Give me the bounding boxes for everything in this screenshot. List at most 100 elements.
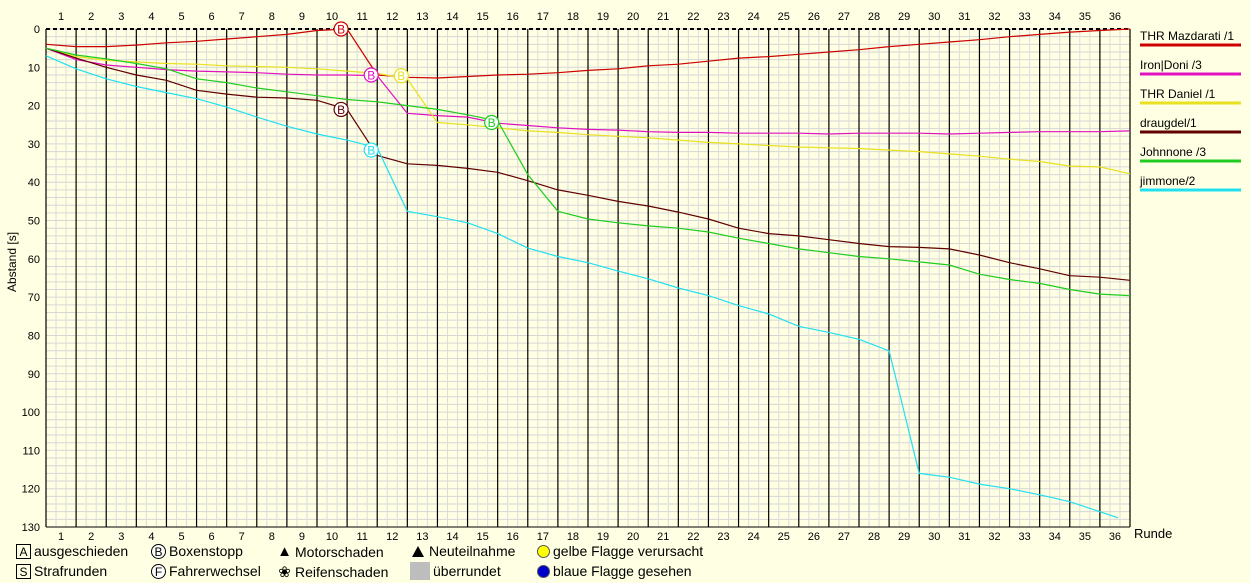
x-tick-label-bottom: 1 [58,531,64,540]
pit-stop-markers: B B B B B B [333,21,500,158]
pit-stop-label: B [367,144,375,158]
x-tick-label-bottom: 31 [958,531,970,540]
x-tick-label-top: 20 [627,11,639,23]
legend-fahrerwechsel: F Fahrerwechsel [151,563,261,579]
x-tick-label-top: 7 [239,11,245,23]
legend-gelbe-flagge: gelbe Flagge verursacht [537,543,703,559]
x-axis-bottom-labels: 1 2 3 4 5 6 7 8 9 10 11 12 13 14 15 16 17 18 19 20 21 22 23 24 2… [58,531,1121,540]
x-tick-label-bottom: 19 [597,531,609,540]
series-line [45,47,1131,297]
series-legend-label: Johnnone /3 [1140,145,1206,159]
x-axis-top-labels: 1 2 3 4 5 6 7 8 9 10 11 12 13 14 15 16 17 18 19 20 21 22 23 24 2… [58,11,1121,23]
series-legend-label: THR Mazdarati /1 [1140,29,1234,43]
x-tick-label-top: 4 [148,11,154,23]
symbol-legend: A ausgeschieden S Strafrunden B Boxensto… [0,540,740,583]
pit-stop-label: B [367,68,375,82]
x-tick-label-top: 12 [386,11,398,23]
x-tick-label-top: 22 [687,11,699,23]
x-tick-label-bottom: 16 [507,531,519,540]
legend-ueberrundet-label: überrundet [433,563,501,579]
legend-strafrunden: S Strafrunden [16,563,107,579]
pit-stop-marker [363,67,379,83]
x-tick-label-top: 14 [446,11,458,23]
yellow-flag-icon [537,544,550,558]
x-tick-label-bottom: 10 [326,531,338,540]
legend-neuteilnahme: Neuteilnahme [410,543,515,559]
x-tick-label-top: 25 [778,11,790,23]
series-legend: THR Mazdarati /1 Iron|Doni /3 THR Daniel /… [1139,29,1241,192]
x-tick-label-bottom: 13 [416,531,428,540]
x-tick-label-top: 6 [209,11,215,23]
legend-boxenstopp: B Boxenstopp [151,543,243,559]
x-tick-label-top: 24 [747,11,759,23]
pit-stop-label: B [488,116,496,130]
y-tick-label: 120 [22,484,40,496]
race-gap-chart: 1 2 3 4 5 6 7 8 9 10 11 12 13 14 15 16 17 18 19 20 21 22 23 24 2… [5,11,1241,540]
x-tick-label-bottom: 12 [386,531,398,540]
pit-stop-marker [333,21,349,37]
x-tick-label-bottom: 36 [1109,531,1121,540]
pit-stop-label: B [337,23,345,37]
legend-neuteilnahme-label: Neuteilnahme [429,543,516,559]
x-tick-label-top: 23 [717,11,729,23]
y-axis-labels: 0 10 20 30 40 50 60 70 80 90 100 110 120 130 [22,24,40,534]
x-tick-label-top: 35 [1079,11,1091,23]
x-tick-label-bottom: 8 [269,531,275,540]
legend-motorschaden-label: Motorschaden [295,543,384,560]
x-tick-label-top: 36 [1109,11,1121,23]
x-tick-label-top: 2 [88,11,94,23]
x-tick-label-top: 19 [597,11,609,23]
x-tick-label-top: 18 [567,11,579,23]
x-tick-label-bottom: 26 [808,531,820,540]
ueberrundet-icon [410,562,430,580]
x-tick-label-top: 26 [808,11,820,23]
series-legend-label: jimmone/2 [1139,174,1196,188]
x-tick-label-bottom: 11 [356,531,367,540]
legend-ausgeschieden-label: ausgeschieden [34,543,129,559]
x-tick-label-top: 9 [299,11,305,23]
legend-motorschaden: ▲ Motorschaden [277,543,384,560]
x-tick-label-bottom: 4 [148,531,154,540]
series-line [45,47,1131,135]
x-tick-label-bottom: 22 [687,531,699,540]
x-tick-label-top: 5 [178,11,184,23]
major-grid [45,28,1131,528]
x-tick-label-bottom: 30 [928,531,940,540]
x-tick-label-top: 33 [1018,11,1030,23]
reifenschaden-icon: ❀ [278,564,291,581]
y-tick-label: 100 [22,407,40,419]
boxenstopp-icon: B [151,543,166,559]
x-tick-label-top: 17 [537,11,549,23]
legend-reifenschaden-label: Reifenschaden [295,564,389,580]
blue-flag-icon [537,564,550,578]
x-tick-label-top: 28 [868,11,880,23]
y-tick-label: 30 [28,139,40,151]
series-legend-label: THR Daniel /1 [1140,87,1216,101]
x-tick-label-bottom: 14 [446,531,458,540]
x-tick-label-bottom: 32 [988,531,1000,540]
legend-blaue-flagge: blaue Flagge gesehen [537,563,692,579]
x-tick-label-top: 16 [507,11,519,23]
x-tick-label-bottom: 5 [178,531,184,540]
x-tick-label-bottom: 29 [898,531,910,540]
x-tick-label-top: 27 [838,11,850,23]
legend-gelbe-flagge-label: gelbe Flagge verursacht [553,543,704,559]
y-tick-label: 0 [34,24,40,36]
x-tick-label-top: 21 [657,11,669,23]
series-line [45,28,1131,79]
pit-stop-marker [363,142,379,158]
x-tick-label-top: 30 [928,11,940,23]
series-line [45,47,1131,175]
y-tick-label: 50 [28,216,40,228]
x-axis-label: Runde [1134,526,1172,540]
legend-ausgeschieden: A ausgeschieden [16,543,128,559]
legend-blaue-flagge-label: blaue Flagge gesehen [553,563,692,579]
y-tick-label: 80 [28,330,40,342]
ausgeschieden-icon: A [16,543,31,559]
y-tick-label: 10 [28,62,40,74]
x-tick-label-top: 31 [958,11,970,23]
fahrerwechsel-icon: F [151,563,166,579]
x-tick-label-top: 11 [356,11,367,23]
series-legend-label: Iron|Doni /3 [1140,58,1202,72]
legend-boxenstopp-label: Boxenstopp [169,543,243,559]
